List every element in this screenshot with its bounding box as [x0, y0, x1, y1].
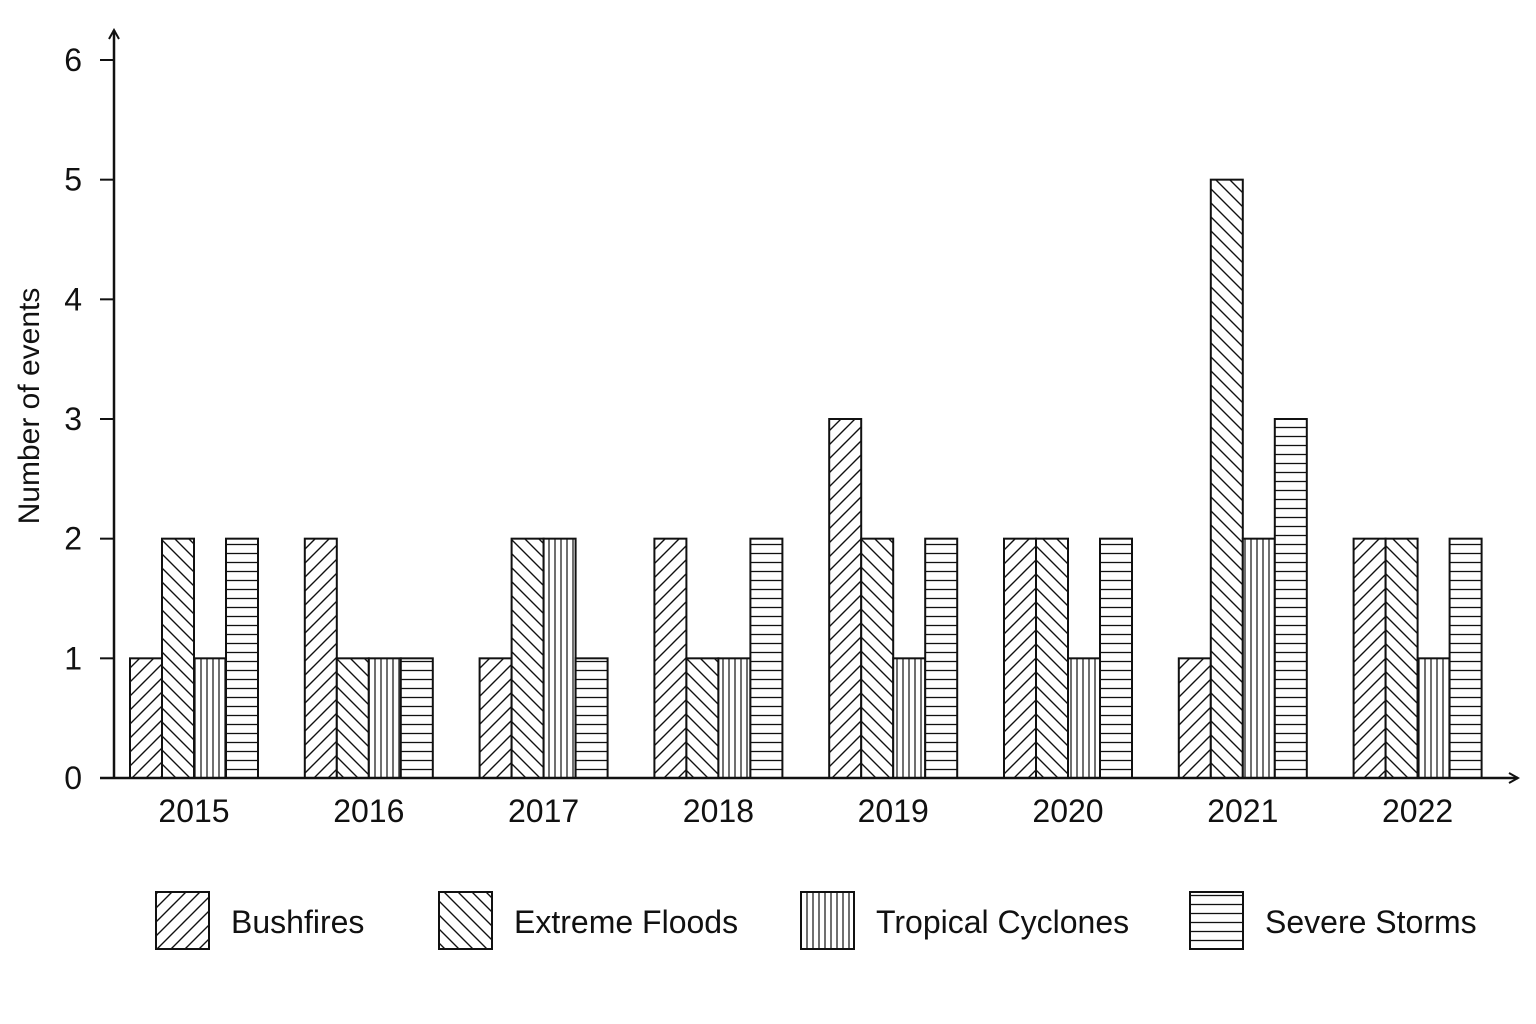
bar-extreme-floods-2017 — [510, 537, 545, 780]
legend-swatch-extreme-floods — [438, 891, 493, 950]
bar-tropical-cyclones-2021 — [1241, 537, 1276, 780]
bar-extreme-floods-2021 — [1209, 178, 1244, 779]
bar-bushfires-2016 — [303, 537, 338, 780]
y-tick-label: 4 — [64, 281, 82, 317]
legend-label-tropical-cyclones: Tropical Cyclones — [876, 904, 1129, 940]
bar-severe-storms-2018 — [749, 537, 784, 780]
y-tick-label: 0 — [64, 760, 82, 796]
bar-extreme-floods-2016 — [335, 657, 370, 779]
bar-tropical-cyclones-2019 — [892, 657, 927, 779]
bar-bushfires-2017 — [478, 657, 513, 779]
bar-extreme-floods-2020 — [1035, 537, 1069, 780]
x-tick-label: 2016 — [333, 793, 404, 829]
bar-tropical-cyclones-2016 — [367, 657, 402, 779]
bar-tropical-cyclones-2017 — [542, 537, 577, 780]
y-ticks: 0 1 2 3 4 5 6 — [64, 42, 114, 796]
legend-label-bushfires: Bushfires — [231, 904, 364, 940]
bar-tropical-cyclones-2022 — [1416, 657, 1451, 779]
bar-extreme-floods-2019 — [860, 537, 895, 780]
bar-extreme-floods-2018 — [685, 657, 720, 779]
legend-label-extreme-floods: Extreme Floods — [514, 904, 738, 940]
bar-severe-storms-2020 — [1099, 537, 1133, 780]
bar-severe-storms-2022 — [1448, 537, 1483, 780]
bar-bushfires-2022 — [1352, 537, 1387, 780]
y-axis-title: Number of events — [13, 288, 46, 525]
bar-tropical-cyclones-2018 — [717, 657, 752, 779]
x-tick-label: 2018 — [683, 793, 754, 829]
bar-bushfires-2019 — [828, 418, 863, 779]
bars-layer — [129, 178, 1483, 780]
x-tick-label: 2022 — [1382, 793, 1453, 829]
legend: Bushfires Extreme Floods Tropical Cyclones… — [155, 891, 1477, 950]
bar-tropical-cyclones-2020 — [1067, 657, 1101, 779]
x-tick-label: 2017 — [508, 793, 579, 829]
bar-extreme-floods-2015 — [161, 537, 195, 780]
y-tick-label: 2 — [64, 521, 82, 557]
x-tick-label: 2019 — [858, 793, 929, 829]
x-tick-labels: 2015 2016 2017 2018 2019 2020 2021 2022 — [158, 793, 1453, 829]
x-tick-label: 2021 — [1207, 793, 1278, 829]
bar-severe-storms-2019 — [924, 537, 959, 780]
bar-severe-storms-2017 — [574, 657, 609, 779]
legend-label-severe-storms: Severe Storms — [1265, 904, 1477, 940]
bar-bushfires-2018 — [653, 537, 688, 780]
bar-bushfires-2015 — [129, 657, 163, 779]
bar-bushfires-2021 — [1177, 657, 1212, 779]
y-tick-label: 6 — [64, 42, 82, 78]
y-tick-label: 5 — [64, 162, 82, 198]
bar-severe-storms-2021 — [1273, 418, 1308, 779]
bar-bushfires-2020 — [1003, 537, 1037, 780]
x-tick-label: 2015 — [158, 793, 229, 829]
y-tick-label: 1 — [64, 640, 82, 676]
legend-swatch-tropical-cyclones — [800, 891, 855, 950]
bar-extreme-floods-2022 — [1384, 537, 1419, 780]
bar-severe-storms-2015 — [225, 537, 259, 780]
y-tick-label: 3 — [64, 401, 82, 437]
bar-tropical-cyclones-2015 — [193, 657, 227, 779]
bar-severe-storms-2016 — [399, 657, 434, 779]
legend-swatch-bushfires — [155, 891, 210, 950]
x-tick-label: 2020 — [1032, 793, 1103, 829]
legend-swatch-severe-storms — [1189, 891, 1244, 950]
